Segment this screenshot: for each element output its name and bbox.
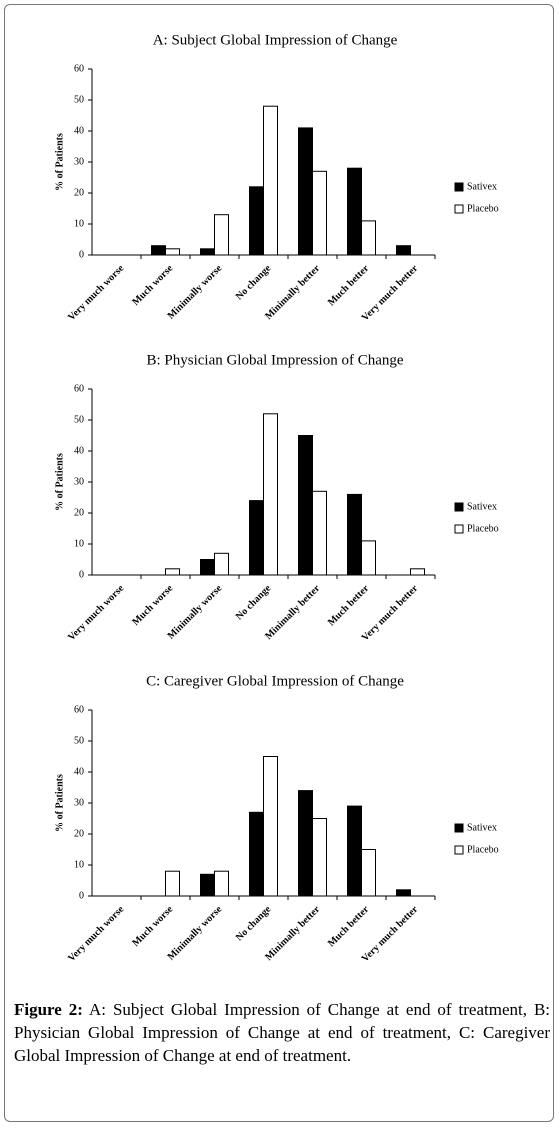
legend-label: Sativex (467, 822, 497, 833)
bar (165, 568, 180, 576)
bar (347, 805, 362, 897)
y-tick-label: 10 (74, 859, 84, 870)
bar (249, 811, 264, 897)
legend-label: Placebo (467, 523, 499, 534)
y-tick-label: 10 (74, 218, 84, 229)
legend-swatch (454, 823, 464, 833)
bar (361, 849, 376, 897)
bar (298, 435, 313, 576)
bar (347, 167, 362, 256)
y-tick-label: 50 (74, 94, 84, 105)
chart-title: A: Subject Global Impression of Change (153, 32, 398, 48)
chart: C: Caregiver Global Impression of Change… (54, 673, 498, 964)
x-tick-label: Much worse (130, 263, 175, 308)
x-tick-label: No change (234, 263, 274, 303)
bar (396, 245, 411, 256)
y-axis-label: % of Patients (54, 453, 65, 511)
x-tick-label: No change (234, 583, 274, 623)
bar (200, 248, 215, 256)
y-axis-label: % of Patients (54, 133, 65, 191)
x-tick-label: Very much worse (66, 263, 127, 324)
caption-label: Figure 2: (14, 1000, 83, 1019)
bar (396, 889, 411, 897)
chart-title: C: Caregiver Global Impression of Change (146, 673, 404, 689)
y-tick-label: 60 (74, 383, 84, 394)
y-tick-label: 30 (74, 156, 84, 167)
bar (249, 500, 264, 576)
y-tick-label: 30 (74, 797, 84, 808)
legend-swatch (454, 502, 464, 512)
legend-swatch (454, 845, 464, 855)
y-tick-label: 0 (79, 569, 84, 580)
bar (214, 870, 229, 897)
bar (263, 413, 278, 576)
legend-swatch (454, 204, 464, 214)
x-tick-label: Very much worse (66, 904, 127, 965)
x-tick-label: Much worse (130, 583, 175, 628)
y-tick-label: 50 (74, 735, 84, 746)
y-tick-label: 0 (79, 249, 84, 260)
y-tick-label: 40 (74, 766, 84, 777)
bar (214, 552, 229, 576)
caption-text: A: Subject Global Impression of Change a… (14, 1000, 551, 1065)
bar (298, 127, 313, 256)
x-tick-label: Much better (326, 904, 372, 950)
bar (347, 493, 362, 576)
x-tick-label: Much better (326, 583, 372, 629)
caption: Figure 2: A: Subject Global Impression o… (14, 998, 550, 1067)
legend-label: Sativex (467, 181, 497, 192)
bar (200, 873, 215, 897)
chart-title: B: Physician Global Impression of Change (146, 352, 403, 368)
y-tick-label: 50 (74, 414, 84, 425)
y-axis-label: % of Patients (54, 774, 65, 832)
x-tick-label: No change (234, 904, 274, 944)
y-tick-label: 40 (74, 125, 84, 136)
bar (263, 105, 278, 256)
legend-label: Placebo (467, 203, 499, 214)
bar (249, 186, 264, 256)
y-tick-label: 60 (74, 63, 84, 74)
y-tick-label: 20 (74, 828, 84, 839)
legend-label: Placebo (467, 844, 499, 855)
y-tick-label: 20 (74, 507, 84, 518)
bar (214, 214, 229, 256)
bar (165, 870, 180, 897)
x-tick-label: Much worse (130, 904, 175, 949)
y-tick-label: 20 (74, 187, 84, 198)
y-tick-label: 10 (74, 538, 84, 549)
bar (361, 220, 376, 256)
x-tick-label: Much better (326, 263, 372, 309)
bar (200, 559, 215, 576)
bar (263, 756, 278, 897)
y-tick-label: 40 (74, 445, 84, 456)
bar (298, 790, 313, 897)
y-tick-label: 0 (79, 890, 84, 901)
bar (361, 540, 376, 576)
y-tick-label: 60 (74, 704, 84, 715)
bar (410, 568, 425, 576)
chart: B: Physician Global Impression of Change… (54, 352, 498, 643)
legend-swatch (454, 524, 464, 534)
x-tick-label: Very much worse (66, 583, 127, 644)
bar (312, 818, 327, 897)
bar (312, 490, 327, 576)
bar (151, 245, 166, 256)
bar (312, 170, 327, 256)
figure-frame (4, 4, 554, 1122)
legend-label: Sativex (467, 501, 497, 512)
legend-swatch (454, 182, 464, 192)
y-tick-label: 30 (74, 476, 84, 487)
chart: A: Subject Global Impression of Change % … (54, 32, 498, 323)
figure: A: Subject Global Impression of Change % … (54, 32, 498, 964)
bar (165, 248, 180, 256)
